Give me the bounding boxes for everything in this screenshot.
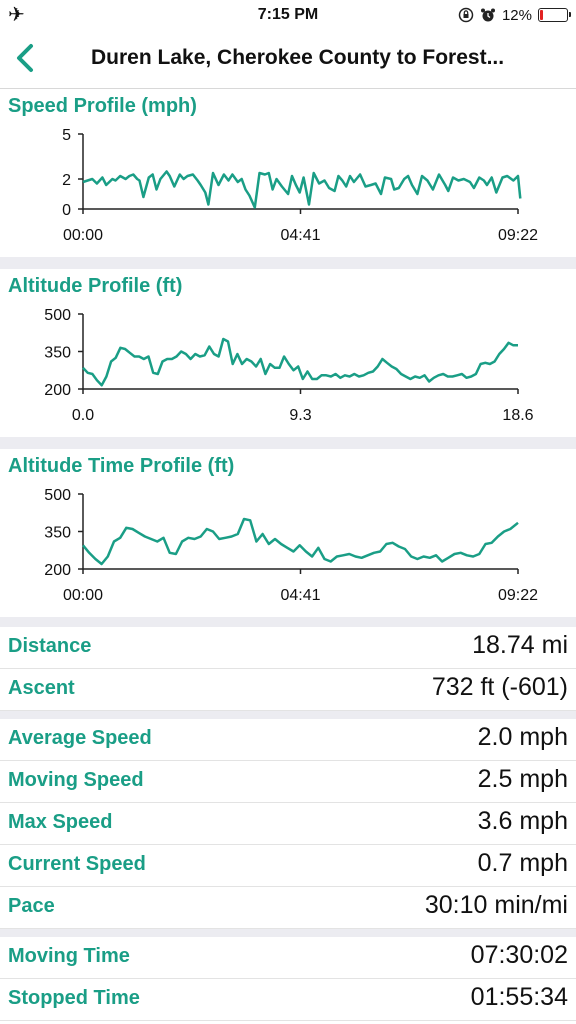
y-tick-label: 2 xyxy=(62,172,71,189)
x-tick-label: 0.0 xyxy=(72,407,94,424)
stat-label: Moving Speed xyxy=(8,769,144,791)
alarm-icon xyxy=(480,8,495,22)
stat-label: Distance xyxy=(8,635,92,657)
x-tick-label: 04:41 xyxy=(280,587,320,604)
stat-value: 2.5 mph xyxy=(477,765,568,793)
section-divider xyxy=(0,929,576,937)
stat-label: Current Speed xyxy=(8,853,146,875)
altitude-time-profile-chart: 500 350 200 00:00 04:41 09:22 xyxy=(44,487,538,604)
section-divider xyxy=(0,711,576,719)
x-tick-label: 04:41 xyxy=(280,227,320,244)
y-tick-label: 200 xyxy=(44,382,71,399)
y-tick-label: 200 xyxy=(44,562,71,579)
navigation-bar: Duren Lake, Cherokee County to Forest... xyxy=(0,30,576,89)
x-tick-label: 18.6 xyxy=(502,407,533,424)
stat-value: 30:10 min/mi xyxy=(424,891,568,919)
battery-percent: 12% xyxy=(501,6,532,24)
stat-row-moving-speed: Moving Speed 2.5 mph xyxy=(0,761,576,803)
status-bar: ✈ 7:15 PM 12% xyxy=(0,0,576,30)
chart-title: Speed Profile (mph) xyxy=(8,95,197,117)
x-tick-label: 00:00 xyxy=(63,587,103,604)
stat-row-average-speed: Average Speed 2.0 mph xyxy=(0,719,576,761)
back-chevron-icon[interactable] xyxy=(10,40,40,76)
battery-icon xyxy=(538,8,571,22)
stat-label: Moving Time xyxy=(8,945,130,967)
y-tick-label: 350 xyxy=(44,345,71,362)
stat-row-distance: Distance 18.74 mi xyxy=(0,627,576,669)
series-line xyxy=(82,337,518,387)
stat-value: 2.0 mph xyxy=(477,723,568,751)
y-tick-label: 350 xyxy=(44,525,71,542)
section-divider xyxy=(0,437,576,449)
section-divider xyxy=(0,257,576,269)
stat-value: 3.6 mph xyxy=(477,807,568,835)
stat-label: Stopped Time xyxy=(8,987,140,1009)
stat-label: Pace xyxy=(8,895,55,917)
stat-value: 0.7 mph xyxy=(477,849,568,877)
y-tick-label: 5 xyxy=(62,127,71,144)
chart-title: Altitude Profile (ft) xyxy=(8,275,183,297)
status-right: 12% xyxy=(458,5,571,25)
section-divider xyxy=(0,617,576,627)
stat-value: 07:30:02 xyxy=(470,941,568,969)
y-tick-label: 0 xyxy=(62,202,71,219)
battery-nub xyxy=(569,12,571,17)
altitude-time-profile-panel: Altitude Time Profile (ft) 500 350 200 00:0… xyxy=(0,449,576,617)
chart-title: Altitude Time Profile (ft) xyxy=(8,455,235,477)
stat-row-moving-time: Moving Time 07:30:02 xyxy=(0,937,576,979)
speed-profile-chart: 5 2 0 00:00 04:41 09:22 xyxy=(62,127,538,244)
stat-value: 18.74 mi xyxy=(472,631,568,659)
series-line xyxy=(82,517,519,566)
y-tick-label: 500 xyxy=(44,487,71,504)
stat-value: 732 ft (-601) xyxy=(431,673,568,701)
stat-value: 01:55:34 xyxy=(470,983,568,1011)
status-time: 7:15 PM xyxy=(257,6,319,23)
stat-label: Average Speed xyxy=(8,727,152,749)
airplane-icon: ✈ xyxy=(8,4,25,26)
speed-profile-panel: Speed Profile (mph) 5 2 0 00:00 04:41 09:22 xyxy=(0,89,576,257)
rotation-lock-icon xyxy=(458,7,474,23)
stat-label: Max Speed xyxy=(8,811,113,833)
stat-row-max-speed: Max Speed 3.6 mph xyxy=(0,803,576,845)
altitude-profile-panel: Altitude Profile (ft) 500 350 200 0.0 9.3 18.… xyxy=(0,269,576,437)
stat-row-pace: Pace 30:10 min/mi xyxy=(0,887,576,929)
stat-label: Ascent xyxy=(8,677,75,699)
stat-row-stopped-time: Stopped Time 01:55:34 xyxy=(0,979,576,1021)
x-tick-label: 9.3 xyxy=(289,407,311,424)
x-tick-label: 00:00 xyxy=(63,227,103,244)
x-tick-label: 09:22 xyxy=(498,587,538,604)
battery-level-fill xyxy=(540,10,543,20)
series-line xyxy=(82,170,522,209)
y-tick-label: 500 xyxy=(44,307,71,324)
stat-row-ascent: Ascent 732 ft (-601) xyxy=(0,669,576,711)
x-tick-label: 09:22 xyxy=(498,227,538,244)
stat-row-current-speed: Current Speed 0.7 mph xyxy=(0,845,576,887)
page-title: Duren Lake, Cherokee County to Forest... xyxy=(91,46,505,69)
